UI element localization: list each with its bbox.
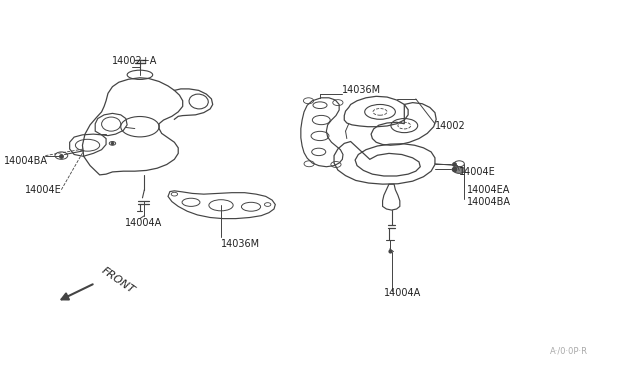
Text: 14002+A: 14002+A [113,56,158,66]
Text: 14004A: 14004A [125,218,163,228]
Text: 14004E: 14004E [460,167,496,177]
Text: 14004BA: 14004BA [4,156,48,166]
Circle shape [454,167,465,173]
Text: 14004E: 14004E [25,186,61,195]
Text: A·/0·0P·R: A·/0·0P·R [550,346,588,355]
Text: 14004A: 14004A [384,288,421,298]
Text: 14036M: 14036M [221,239,260,249]
Text: 14002: 14002 [435,121,466,131]
Text: 14036M: 14036M [342,85,381,95]
Text: 14004BA: 14004BA [467,197,511,207]
Text: 14004EA: 14004EA [467,185,510,195]
Text: FRONT: FRONT [100,266,136,295]
